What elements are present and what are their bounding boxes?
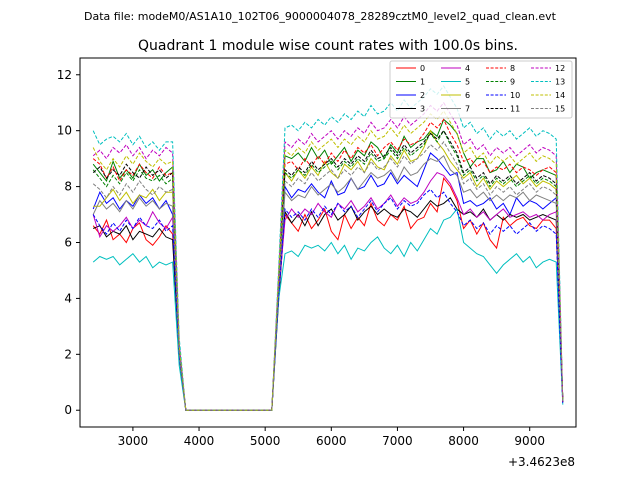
legend-label-12: 12 bbox=[555, 64, 565, 73]
series-line-9 bbox=[92, 129, 564, 411]
series-line-2 bbox=[92, 152, 564, 411]
plot-frame bbox=[79, 57, 577, 428]
legend-label-0: 0 bbox=[420, 64, 425, 73]
series-line-0 bbox=[92, 177, 564, 411]
plot-lines bbox=[92, 85, 564, 411]
y-tick-label: 10 bbox=[57, 124, 72, 138]
legend-label-13: 13 bbox=[555, 78, 565, 87]
series-line-11 bbox=[92, 129, 564, 411]
legend-label-10: 10 bbox=[510, 91, 520, 100]
series-line-13 bbox=[92, 85, 564, 411]
x-tick-label: 5000 bbox=[250, 434, 281, 448]
legend-label-5: 5 bbox=[465, 78, 470, 87]
y-tick-label: 0 bbox=[64, 403, 72, 417]
legend-label-2: 2 bbox=[420, 91, 425, 100]
legend-label-1: 1 bbox=[420, 78, 425, 87]
legend-label-7: 7 bbox=[465, 105, 470, 114]
series-line-6 bbox=[93, 129, 564, 411]
x-tick-label: 9000 bbox=[514, 434, 545, 448]
x-tick-label: 8000 bbox=[448, 434, 479, 448]
chart-suptitle: Data file: modeM0/AS1A10_102T06_90000040… bbox=[84, 10, 557, 23]
legend-label-4: 4 bbox=[465, 64, 470, 73]
x-tick-label: 6000 bbox=[316, 434, 347, 448]
series-line-8 bbox=[92, 118, 564, 411]
y-tick-label: 4 bbox=[64, 291, 72, 305]
legend-label-6: 6 bbox=[465, 91, 470, 100]
series-line-12 bbox=[92, 101, 564, 411]
series-line-1 bbox=[92, 118, 564, 411]
y-tick-label: 6 bbox=[64, 236, 72, 250]
series-line-15 bbox=[92, 141, 564, 411]
legend-label-3: 3 bbox=[420, 105, 425, 114]
legend-label-8: 8 bbox=[510, 64, 515, 73]
series-line-10 bbox=[92, 188, 564, 411]
legend-label-9: 9 bbox=[510, 78, 515, 87]
x-tick-label: 7000 bbox=[382, 434, 413, 448]
x-tick-label: 3000 bbox=[118, 434, 149, 448]
legend-label-11: 11 bbox=[510, 105, 520, 114]
legend-label-14: 14 bbox=[555, 91, 565, 100]
x-tick-label: 4000 bbox=[184, 434, 215, 448]
y-tick-label: 8 bbox=[64, 180, 72, 194]
x-offset-label: +3.4623e8 bbox=[508, 455, 575, 469]
y-tick-label: 2 bbox=[64, 347, 72, 361]
series-line-3 bbox=[93, 197, 564, 411]
series-line-4 bbox=[92, 171, 564, 411]
legend-box bbox=[389, 60, 573, 119]
series-line-14 bbox=[92, 110, 564, 411]
series-line-5 bbox=[92, 207, 564, 411]
chart-title: Quadrant 1 module wise count rates with … bbox=[138, 38, 518, 54]
y-tick-label: 12 bbox=[57, 68, 72, 82]
series-line-7 bbox=[92, 154, 564, 411]
legend-label-15: 15 bbox=[555, 105, 565, 114]
